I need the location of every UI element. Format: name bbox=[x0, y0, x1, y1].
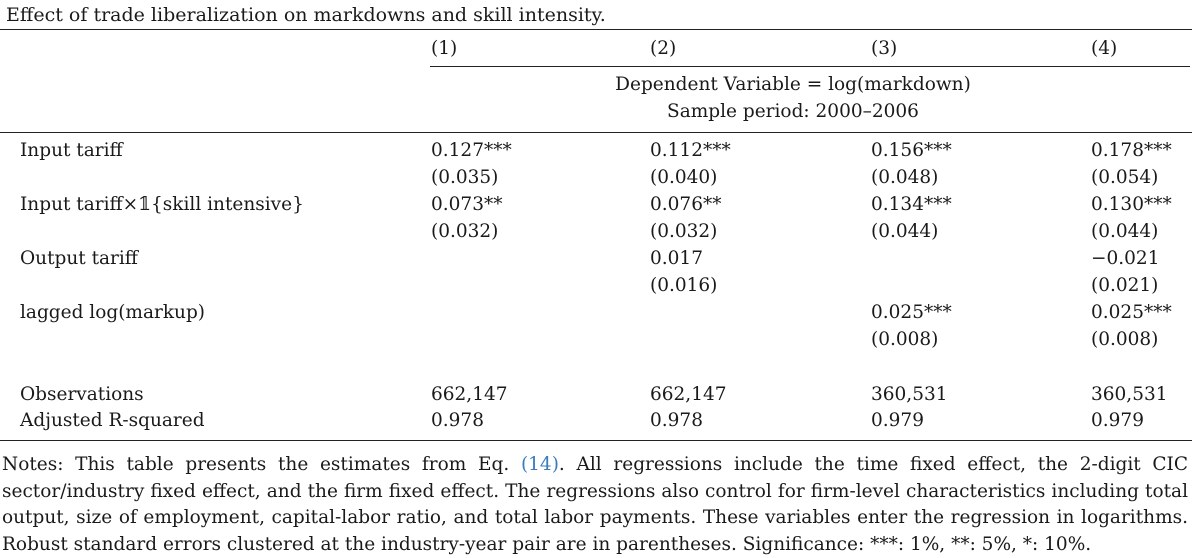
stat-cell: 0.978 bbox=[650, 410, 703, 431]
row-label-input-tariff-skill: Input tariff×𝟙{skill intensive} bbox=[20, 194, 304, 215]
se-cell: (0.016) bbox=[650, 275, 718, 296]
stat-cell: 0.979 bbox=[1091, 410, 1144, 431]
column-header-4: (4) bbox=[1091, 38, 1118, 59]
row-label-lagged-markup: lagged log(markup) bbox=[20, 302, 206, 323]
stat-cell: 662,147 bbox=[431, 384, 508, 405]
se-cell: (0.032) bbox=[650, 221, 718, 242]
column-header-3: (3) bbox=[871, 38, 898, 59]
notes-text-start: Notes: This table presents the estimates… bbox=[2, 454, 521, 475]
coef-cell: 0.130*** bbox=[1091, 194, 1172, 215]
column-header-2: (2) bbox=[650, 38, 677, 59]
table-notes: Notes: This table presents the estimates… bbox=[2, 452, 1188, 558]
se-cell: (0.054) bbox=[1091, 167, 1159, 188]
bottom-rule bbox=[0, 440, 1192, 441]
stat-cell: 0.978 bbox=[431, 410, 484, 431]
se-cell: (0.008) bbox=[871, 329, 939, 350]
row-label-output-tariff: Output tariff bbox=[20, 248, 138, 269]
coef-cell: 0.025*** bbox=[871, 302, 952, 323]
se-cell: (0.044) bbox=[871, 221, 939, 242]
coef-cell: 0.156*** bbox=[871, 140, 952, 161]
row-label-input-tariff: Input tariff bbox=[20, 140, 123, 161]
se-cell: (0.048) bbox=[871, 167, 939, 188]
se-cell: (0.008) bbox=[1091, 329, 1159, 350]
mid-rule bbox=[0, 132, 1192, 133]
se-cell: (0.044) bbox=[1091, 221, 1159, 242]
sample-period-label: Sample period: 2000–2006 bbox=[667, 101, 919, 122]
coef-cell: 0.076** bbox=[650, 194, 722, 215]
dependent-variable-label: Dependent Variable = log(markdown) bbox=[615, 74, 971, 95]
notes-text-end: . All regressions include the time fixed… bbox=[2, 454, 1188, 555]
stat-cell: 0.979 bbox=[871, 410, 924, 431]
coef-cell: 0.127*** bbox=[431, 140, 512, 161]
se-cell: (0.035) bbox=[431, 167, 499, 188]
coef-cell: 0.017 bbox=[650, 248, 703, 269]
coef-cell: 0.025*** bbox=[1091, 302, 1172, 323]
row-label-adjusted-r-squared: Adjusted R-squared bbox=[20, 410, 205, 431]
stat-cell: 360,531 bbox=[871, 384, 948, 405]
coef-cell: 0.178*** bbox=[1091, 140, 1172, 161]
table-caption: Effect of trade liberalization on markdo… bbox=[6, 4, 606, 26]
coef-cell: −0.021 bbox=[1091, 248, 1160, 269]
stat-cell: 360,531 bbox=[1091, 384, 1168, 405]
row-label-observations: Observations bbox=[20, 384, 144, 405]
se-cell: (0.040) bbox=[650, 167, 718, 188]
header-rule bbox=[430, 66, 1190, 67]
coef-cell: 0.134*** bbox=[871, 194, 952, 215]
column-header-1: (1) bbox=[431, 38, 458, 59]
top-rule bbox=[0, 29, 1192, 30]
se-cell: (0.021) bbox=[1091, 275, 1159, 296]
se-cell: (0.032) bbox=[431, 221, 499, 242]
coef-cell: 0.073** bbox=[431, 194, 503, 215]
stat-cell: 662,147 bbox=[650, 384, 727, 405]
equation-reference-link[interactable]: (14) bbox=[520, 454, 559, 475]
coef-cell: 0.112*** bbox=[650, 140, 731, 161]
